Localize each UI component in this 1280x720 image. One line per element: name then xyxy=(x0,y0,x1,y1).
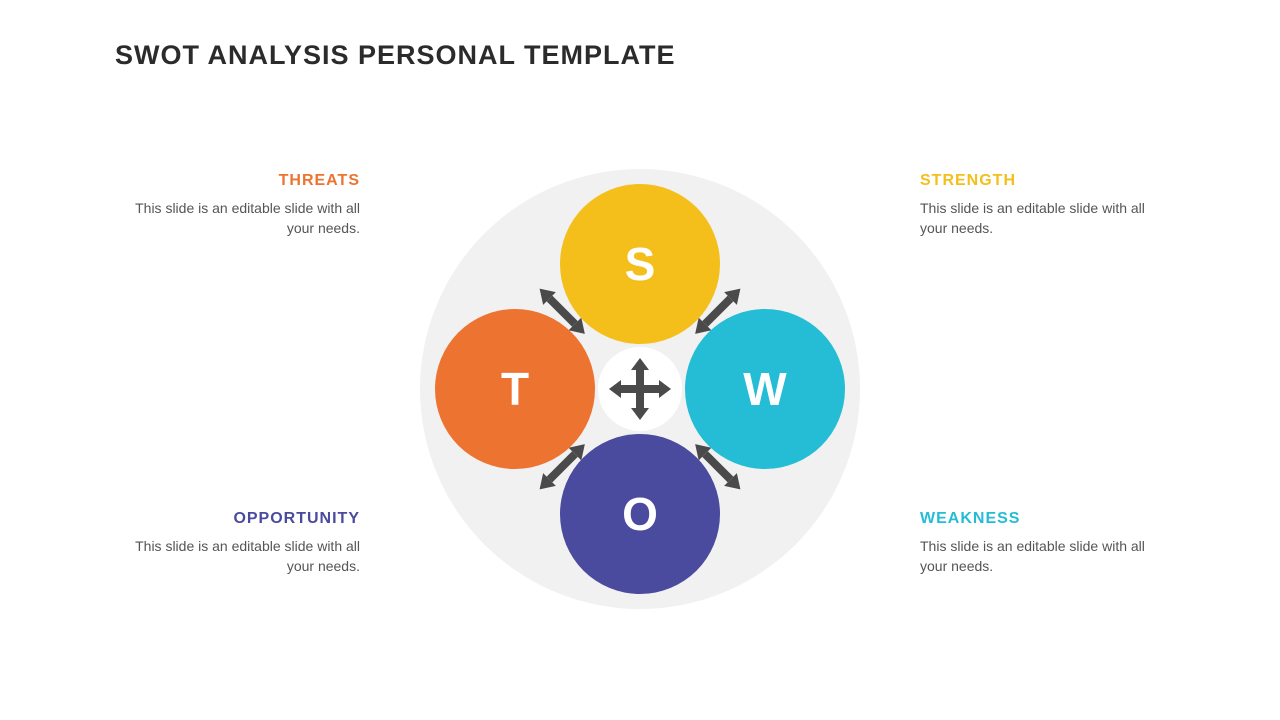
label-threats: THREATS This slide is an editable slide … xyxy=(125,172,360,239)
node-s-letter: S xyxy=(625,237,656,291)
node-o: O xyxy=(560,434,720,594)
label-strength-title: STRENGTH xyxy=(920,172,1155,190)
node-w-letter: W xyxy=(743,362,786,416)
swot-diagram: S W O T xyxy=(420,169,860,609)
label-strength: STRENGTH This slide is an editable slide… xyxy=(920,172,1155,239)
label-opportunity-desc: This slide is an editable slide with all… xyxy=(125,536,360,577)
label-weakness: WEAKNESS This slide is an editable slide… xyxy=(920,510,1155,577)
move-icon xyxy=(613,362,667,416)
label-weakness-desc: This slide is an editable slide with all… xyxy=(920,536,1155,577)
node-o-letter: O xyxy=(622,487,658,541)
label-threats-desc: This slide is an editable slide with all… xyxy=(125,198,360,239)
center-hub xyxy=(598,347,682,431)
label-strength-desc: This slide is an editable slide with all… xyxy=(920,198,1155,239)
label-opportunity-title: OPPORTUNITY xyxy=(125,510,360,528)
node-s: S xyxy=(560,184,720,344)
node-t-letter: T xyxy=(501,362,529,416)
label-weakness-title: WEAKNESS xyxy=(920,510,1155,528)
label-opportunity: OPPORTUNITY This slide is an editable sl… xyxy=(125,510,360,577)
node-w: W xyxy=(685,309,845,469)
node-t: T xyxy=(435,309,595,469)
page-title: SWOT ANALYSIS PERSONAL TEMPLATE xyxy=(115,40,676,71)
label-threats-title: THREATS xyxy=(125,172,360,190)
